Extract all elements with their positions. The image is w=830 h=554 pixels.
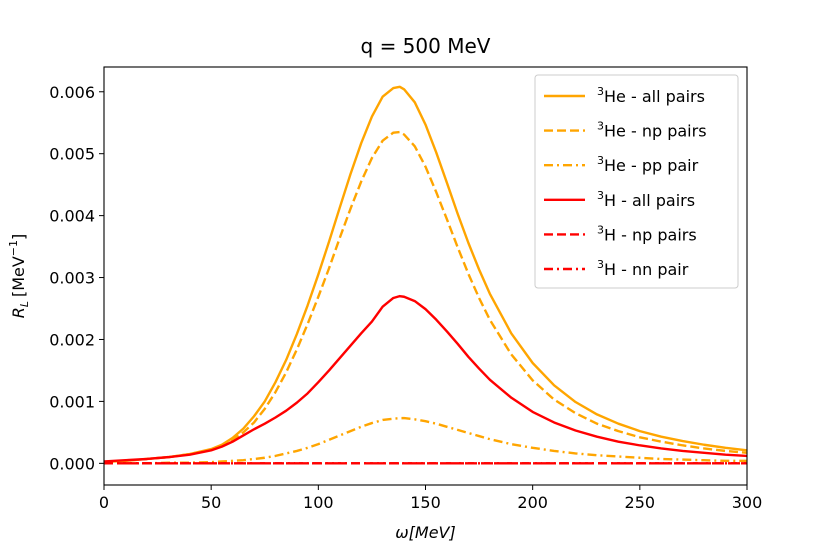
legend-label-2: 3He - pp pair [597, 154, 699, 175]
y-axis-ticks: 0.000 0.001 0.002 0.003 0.004 0.005 0.006 [49, 83, 104, 473]
legend-label-4: 3H - np pairs [597, 223, 697, 244]
x-tick-label: 100 [303, 493, 334, 512]
chart-title: q = 500 MeV [361, 34, 491, 58]
series-line-0 [104, 85, 747, 464]
legend-label-3: 3H - all pairs [597, 189, 695, 210]
legend-label-1: 3He - np pairs [597, 120, 707, 141]
legend-mass-number: 3 [597, 154, 604, 167]
series-line-1 [104, 130, 747, 464]
y-axis-label: RL [MeV−1] [7, 234, 31, 319]
y-tick-label: 0.005 [49, 145, 95, 164]
y-axis-label-exponent: −1 [7, 240, 20, 256]
legend-nucleus: He - all pairs [604, 87, 705, 106]
x-axis-ticks: 0 50 100 150 200 250 300 [99, 485, 762, 512]
y-tick-label: 0.003 [49, 269, 95, 288]
y-tick-label: 0.000 [49, 454, 95, 473]
x-tick-label: 0 [99, 493, 109, 512]
series-layer [104, 85, 747, 465]
legend-nucleus: H - all pairs [604, 191, 695, 210]
legend-nucleus: He - np pairs [604, 122, 707, 141]
legend-mass-number: 3 [597, 120, 604, 133]
y-axis-label-unit: [MeV [9, 256, 28, 297]
x-tick-label: 200 [517, 493, 548, 512]
series-line-2 [104, 416, 747, 465]
legend-nucleus: H - np pairs [604, 225, 697, 244]
y-axis-label-close: ] [9, 234, 28, 240]
x-axis-label-text: ω[MeV] [395, 523, 455, 542]
legend-mass-number: 3 [597, 189, 604, 202]
y-tick-label: 0.002 [49, 330, 95, 349]
legend-box [534, 74, 739, 289]
x-axis-label: ω[MeV] [395, 523, 455, 542]
series-line-3 [104, 294, 747, 463]
legend-mass-number: 3 [597, 85, 604, 98]
x-tick-label: 50 [201, 493, 221, 512]
legend-nucleus: H - nn pair [604, 260, 689, 279]
y-axis-label-symbol: R [9, 307, 28, 318]
legend-nucleus: He - pp pair [604, 156, 699, 175]
y-tick-label: 0.001 [49, 392, 95, 411]
legend-label-5: 3H - nn pair [597, 258, 689, 279]
y-axis-label-subscript: L [18, 301, 31, 307]
x-tick-label: 250 [625, 493, 656, 512]
x-tick-label: 150 [410, 493, 441, 512]
x-tick-label: 300 [732, 493, 763, 512]
y-tick-label: 0.006 [49, 83, 95, 102]
legend-label-0: 3He - all pairs [597, 85, 705, 106]
legend-mass-number: 3 [597, 258, 604, 271]
legend-mass-number: 3 [597, 223, 604, 236]
y-tick-label: 0.004 [49, 207, 95, 226]
